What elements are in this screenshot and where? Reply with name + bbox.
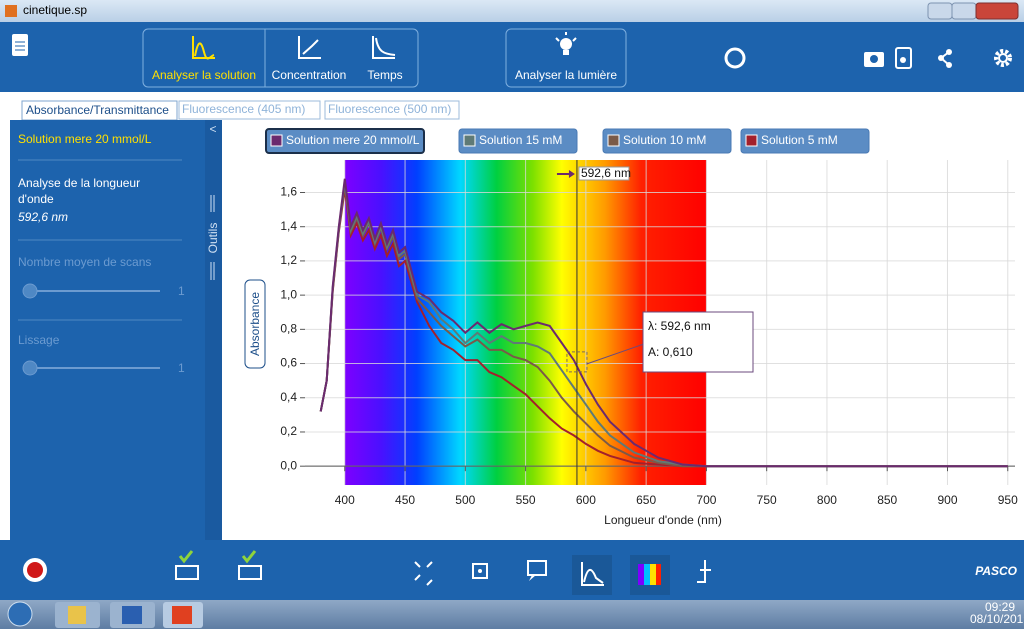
- x-tick-label: 450: [395, 493, 415, 507]
- y-tick-label: 0,2: [280, 424, 297, 438]
- legend-label: Solution 5 mM: [761, 133, 838, 147]
- start-button[interactable]: [8, 602, 32, 626]
- x-tick-label: 950: [998, 493, 1018, 507]
- cursor-label: 592,6 nm: [581, 166, 631, 180]
- sample-name: Solution mere 20 mmol/L: [18, 132, 152, 146]
- minimize-button[interactable]: [928, 3, 952, 19]
- y-tick-label: 1,2: [280, 253, 297, 267]
- tooltip-line: λ: 592,6 nm: [648, 319, 711, 333]
- tooltip-line: A: 0,610: [648, 345, 693, 359]
- slider-thumb[interactable]: [23, 284, 37, 298]
- legend-label: Solution mere 20 mmol/L: [286, 133, 420, 147]
- close-button[interactable]: [976, 3, 1018, 19]
- x-tick-label: 600: [576, 493, 596, 507]
- x-tick-label: 800: [817, 493, 837, 507]
- y-tick-label: 1,4: [280, 219, 297, 233]
- tab-label[interactable]: Absorbance/Transmittance: [26, 103, 169, 117]
- x-tick-label: 550: [516, 493, 536, 507]
- collapse-arrow[interactable]: <: [209, 122, 216, 136]
- tools-strip[interactable]: [205, 120, 222, 540]
- title-bar: [0, 0, 1024, 22]
- x-tick-label: 750: [757, 493, 777, 507]
- legend-swatch: [746, 135, 757, 146]
- page: {"window":{"title":"cinetique.sp"}, "too…: [0, 0, 1024, 629]
- y-axis-label: Absorbance: [248, 292, 262, 356]
- tools-label[interactable]: Outils: [206, 223, 220, 254]
- legend-label: Solution 10 mM: [623, 133, 706, 147]
- section-title: Analyse de la longueur: [18, 176, 140, 190]
- time-button[interactable]: Temps: [367, 68, 402, 82]
- scans-label: Nombre moyen de scans: [18, 255, 151, 269]
- x-tick-label: 900: [937, 493, 957, 507]
- x-tick-label: 400: [335, 493, 355, 507]
- window-title: cinetique.sp: [23, 3, 87, 17]
- y-tick-label: 0,6: [280, 356, 297, 370]
- bottom-toolbar: [0, 540, 1024, 600]
- camera-icon[interactable]: [864, 52, 884, 67]
- section-title: d'onde: [18, 192, 54, 206]
- tab-label[interactable]: Fluorescence (405 nm): [182, 102, 305, 116]
- legend-swatch: [608, 135, 619, 146]
- analyze-solution-button[interactable]: Analyser la solution: [152, 68, 256, 82]
- wavelength-value: 592,6 nm: [18, 210, 68, 224]
- clock-date: 08/10/2019: [970, 612, 1024, 626]
- analyze-light-button[interactable]: Analyser la lumière: [515, 68, 617, 82]
- legend-label: Solution 15 mM: [479, 133, 562, 147]
- x-axis-label: Longueur d'onde (nm): [604, 513, 722, 527]
- concentration-button[interactable]: Concentration: [272, 68, 347, 82]
- file-icon[interactable]: [12, 34, 28, 56]
- slider-thumb[interactable]: [23, 361, 37, 375]
- graph-tool[interactable]: [572, 555, 612, 595]
- smoothing-value: 1: [178, 361, 185, 375]
- legend-swatch: [271, 135, 282, 146]
- legend-swatch: [464, 135, 475, 146]
- brand: PASCO: [975, 564, 1017, 578]
- x-tick-label: 850: [877, 493, 897, 507]
- x-tick-label: 650: [636, 493, 656, 507]
- smoothing-label: Lissage: [18, 333, 60, 347]
- x-tick-label: 500: [455, 493, 475, 507]
- y-tick-label: 1,0: [280, 287, 297, 301]
- tab-label[interactable]: Fluorescence (500 nm): [328, 102, 451, 116]
- y-tick-label: 0,8: [280, 322, 297, 336]
- x-tick-label: 700: [696, 493, 716, 507]
- scans-value: 1: [178, 284, 185, 298]
- y-tick-label: 0,4: [280, 390, 297, 404]
- app-window: cinetique.sp Analyser la solution Concen…: [0, 0, 1024, 629]
- app-icon: [5, 5, 17, 17]
- y-tick-label: 0,0: [280, 458, 297, 472]
- y-tick-label: 1,6: [280, 185, 297, 199]
- maximize-button[interactable]: [952, 3, 976, 19]
